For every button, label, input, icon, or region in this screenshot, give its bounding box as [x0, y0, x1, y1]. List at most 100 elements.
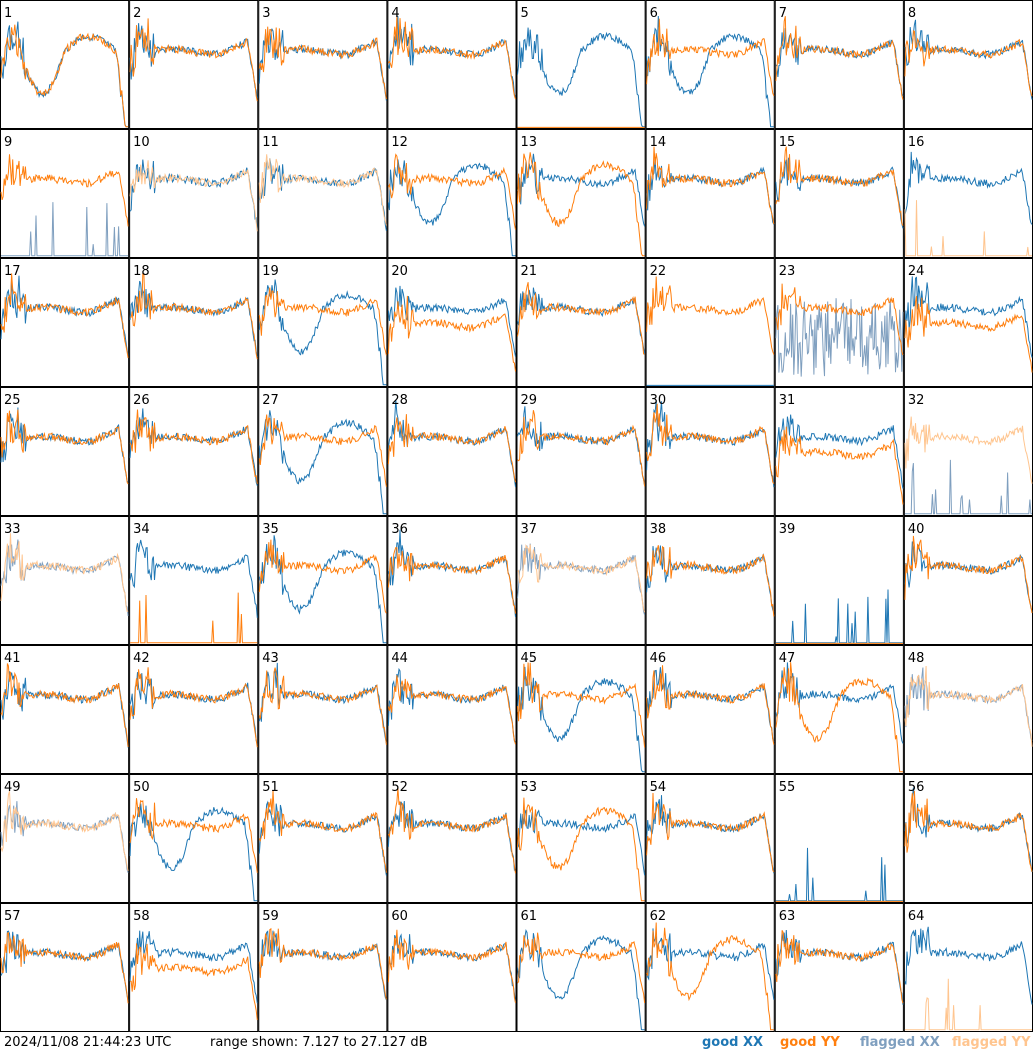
- xx-series-line: [517, 543, 646, 615]
- spectrum-panel: 35: [258, 516, 388, 645]
- spectrum-panel: 18: [129, 258, 259, 387]
- panel-number-label: 23: [779, 264, 796, 279]
- panel-border: [129, 645, 259, 774]
- panel-number-label: 53: [521, 780, 538, 795]
- spectrum-panel: 50: [129, 774, 259, 903]
- panel-border: [129, 0, 259, 129]
- panel-number-label: 10: [133, 135, 150, 150]
- spectrum-panel: 28: [387, 387, 517, 516]
- panel-border: [387, 387, 517, 516]
- panel-number-label: 61: [521, 909, 538, 924]
- panel-number-label: 62: [650, 909, 667, 924]
- range-label: range shown: 7.127 to 27.127 dB: [210, 1035, 428, 1050]
- yy-series-line: [387, 675, 516, 745]
- yy-series-line: [904, 790, 1033, 872]
- xx-series-line: [646, 795, 775, 874]
- yy-series-line: [258, 927, 387, 1000]
- yy-series-line: [775, 146, 904, 226]
- panel-number-label: 37: [521, 522, 538, 537]
- xx-series-line: [775, 414, 904, 489]
- yy-series-line: [258, 790, 387, 873]
- xx-series-line: [775, 847, 903, 902]
- panel-number-label: 1: [4, 6, 12, 21]
- xx-series-line: [387, 285, 516, 357]
- panel-border: [774, 129, 904, 258]
- spectrum-panel: 37: [516, 516, 646, 645]
- spectrum-panel: 45: [516, 645, 646, 774]
- panel-number-label: 50: [133, 780, 150, 795]
- xx-series-line: [129, 539, 258, 618]
- panel-border: [516, 903, 646, 1032]
- spectrum-panel: 9: [0, 129, 130, 258]
- spectrum-panel: 34: [129, 516, 259, 645]
- yy-series-line: [130, 273, 258, 360]
- panel-number-label: 63: [779, 909, 796, 924]
- spectrum-panel: 44: [387, 645, 517, 774]
- panel-number-label: 33: [4, 522, 21, 537]
- panel-number-label: 54: [650, 780, 667, 795]
- panel-border: [387, 903, 517, 1032]
- panel-number-label: 2: [133, 6, 141, 21]
- panel-number-label: 28: [391, 393, 408, 408]
- yy-series-line: [129, 18, 258, 102]
- yy-series-line: [129, 409, 258, 484]
- yy-series-line: [129, 160, 258, 232]
- spectrum-panel: 11: [258, 129, 388, 258]
- yy-series-line: [387, 787, 516, 874]
- panel-number-label: 27: [262, 393, 279, 408]
- spectrum-panel: 21: [516, 258, 646, 387]
- spectrum-panel: 43: [258, 645, 388, 774]
- xx-series-line: [387, 16, 516, 98]
- yy-series-line: [387, 546, 516, 614]
- panel-border: [516, 129, 646, 258]
- spectrum-panel: 23: [774, 258, 904, 387]
- panel-number-label: 60: [391, 909, 408, 924]
- panel-border: [903, 645, 1033, 774]
- spectrum-panel: 59: [258, 903, 388, 1032]
- panel-number-label: 64: [908, 909, 925, 924]
- yy-series-line: [646, 922, 774, 1031]
- panel-border: [129, 258, 259, 387]
- xx-series-line: [387, 159, 516, 257]
- yy-series-line: [387, 15, 516, 100]
- yy-series-line: [646, 276, 775, 355]
- panel-number-label: 26: [133, 393, 150, 408]
- spectrum-panel: 63: [774, 903, 904, 1032]
- panel-border: [903, 387, 1033, 516]
- spectrum-panel: 64: [903, 903, 1033, 1032]
- panel-border: [258, 387, 388, 516]
- panel-border: [129, 774, 259, 903]
- panel-border: [258, 129, 388, 258]
- yy-series-line: [904, 535, 1033, 614]
- panel-number-label: 47: [779, 651, 796, 666]
- yy-series-line: [387, 414, 516, 483]
- panel-border: [129, 129, 259, 258]
- yy-series-line: [387, 295, 516, 372]
- spectrum-panel: 56: [903, 774, 1033, 903]
- panel-border: [129, 387, 259, 516]
- spectrum-panel: 49: [0, 774, 130, 903]
- xx-series-line: [904, 19, 1033, 100]
- panel-border: [0, 387, 130, 516]
- spectrum-panel: 13: [516, 129, 646, 258]
- panel-number-label: 4: [391, 6, 399, 21]
- panel-border: [258, 258, 388, 387]
- xx-series-line: [904, 151, 1033, 225]
- spectrum-panel: 20: [387, 258, 517, 387]
- panel-border: [0, 0, 130, 129]
- spectrum-panel: 3: [258, 0, 388, 129]
- yy-series-line: [517, 543, 646, 613]
- spectrum-panel: 47: [774, 645, 904, 774]
- panel-number-label: 25: [4, 393, 21, 408]
- panel-number-label: 56: [908, 780, 925, 795]
- panel-border: [387, 645, 517, 774]
- yy-series-line: [904, 200, 1032, 257]
- panel-number-label: 39: [779, 522, 796, 537]
- panel-border: [258, 903, 388, 1032]
- yy-series-line: [0, 154, 129, 227]
- yy-series-line: [387, 929, 516, 1003]
- panel-number-label: 59: [262, 909, 279, 924]
- panel-border: [258, 645, 388, 774]
- yy-series-line: [775, 426, 904, 505]
- panel-border: [516, 387, 646, 516]
